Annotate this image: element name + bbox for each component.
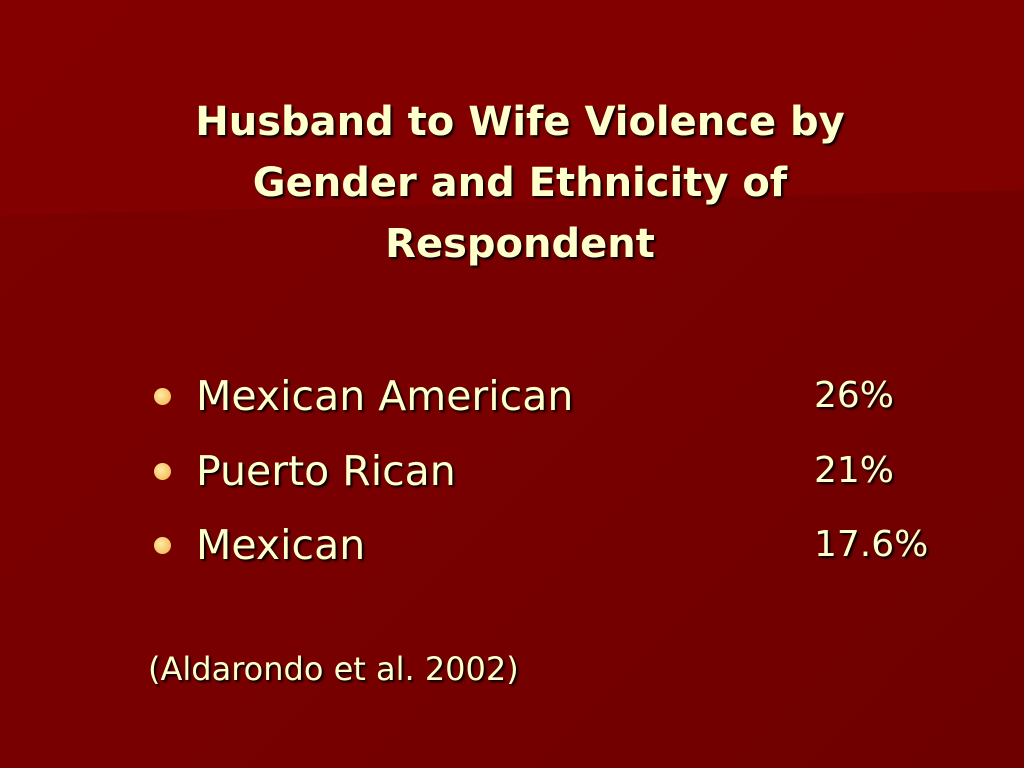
item-value: 17.6% bbox=[814, 524, 929, 565]
bullet bbox=[154, 463, 171, 480]
item-label: Mexican bbox=[196, 521, 366, 569]
list-item: Mexican American 26% bbox=[150, 366, 970, 426]
list-item: Mexican 17.6% bbox=[150, 515, 970, 575]
item-value: 21% bbox=[814, 450, 895, 491]
list-item: Puerto Rican 21% bbox=[150, 441, 970, 501]
citation: (Aldarondo et al. 2002) bbox=[148, 650, 519, 688]
item-label: Mexican American bbox=[196, 372, 574, 420]
item-value: 26% bbox=[814, 375, 895, 416]
bullet bbox=[154, 388, 171, 405]
item-label: Puerto Rican bbox=[196, 447, 456, 495]
bullet bbox=[154, 537, 171, 554]
slide-title: Husband to Wife Violence by Gender and E… bbox=[195, 99, 845, 267]
